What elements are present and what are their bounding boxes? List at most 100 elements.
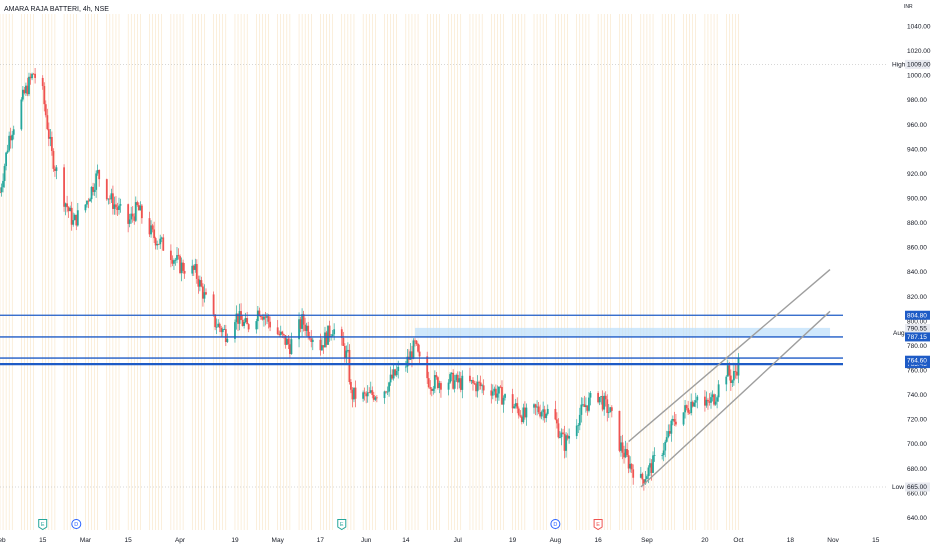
candle [55, 165, 58, 180]
candle [0, 183, 3, 197]
candle [409, 342, 412, 360]
candle-body [565, 435, 567, 451]
candle-body [29, 76, 32, 79]
candle-body [260, 315, 262, 318]
candle [198, 275, 201, 292]
candle [517, 406, 520, 419]
candle-body [383, 391, 386, 399]
candle [389, 366, 392, 386]
candle-body [128, 219, 131, 224]
y-tick-label: 820.00 [907, 294, 927, 301]
candle [322, 345, 325, 354]
candle-body [304, 324, 307, 331]
candle [86, 200, 88, 208]
candle [276, 319, 279, 336]
candle [427, 371, 430, 389]
candle [67, 206, 70, 218]
candle [279, 325, 282, 337]
candle [388, 381, 390, 397]
candle-body [623, 452, 625, 458]
candle [162, 234, 165, 251]
candle [629, 456, 632, 473]
candle-body [675, 421, 677, 425]
y-tick-label: 680.00 [907, 466, 927, 473]
candle [69, 205, 72, 212]
candle-body [517, 408, 520, 416]
x-tick-label: 15 [39, 537, 47, 544]
candle [21, 85, 24, 102]
candle-body [705, 399, 708, 406]
candle [653, 447, 656, 462]
candle [583, 395, 586, 408]
candle [620, 435, 622, 457]
candle-body [504, 394, 506, 398]
y-tick-label: 1020.00 [907, 48, 931, 55]
x-tick-label: Oct [733, 537, 743, 544]
candle [432, 386, 435, 395]
candle [501, 380, 503, 405]
x-tick-label: Mar [80, 537, 92, 544]
x-tick-label: Feb [0, 537, 6, 544]
candle [340, 326, 343, 346]
y-tick-label: 1040.00 [907, 23, 931, 30]
candle [0, 187, 1, 194]
candle-body [9, 135, 12, 141]
candle-body [244, 318, 247, 322]
x-tick-label: 15 [125, 537, 133, 544]
zone-layer [415, 327, 831, 337]
candle [601, 390, 604, 412]
candle-body [226, 338, 229, 343]
candle-body [641, 473, 644, 480]
candle-body [214, 314, 217, 328]
candle-body [426, 356, 429, 379]
candle [563, 425, 566, 459]
candle [717, 380, 720, 402]
candle [632, 464, 635, 485]
candle [34, 67, 36, 84]
candle [75, 214, 78, 231]
event-letter: D [553, 522, 557, 528]
candle [729, 369, 732, 391]
candle-body [577, 425, 580, 427]
candle [726, 359, 729, 377]
candle-body [694, 400, 697, 403]
candle [305, 322, 308, 337]
candle [665, 430, 668, 443]
x-tick-label: Jul [454, 537, 463, 544]
y-tick-label: 940.00 [907, 146, 927, 153]
candle [693, 399, 696, 408]
candle [32, 73, 35, 75]
currency-label: INR [904, 4, 913, 10]
candle [545, 412, 548, 423]
candle-body [331, 334, 334, 337]
candle-body [174, 259, 177, 261]
candle-body [514, 403, 517, 407]
candle [202, 283, 204, 307]
candle-body [475, 383, 477, 392]
candle-body [554, 408, 557, 420]
candle [72, 212, 75, 227]
candle-body [162, 237, 165, 251]
candle [731, 379, 734, 387]
candle-body [447, 382, 450, 390]
candle [511, 388, 514, 413]
candle-body [76, 210, 79, 226]
high-label: High [892, 62, 906, 69]
candle-body [578, 414, 581, 426]
candle [84, 204, 87, 213]
candle-body [707, 399, 709, 402]
candle-body [26, 85, 29, 95]
x-tick-label: 19 [231, 537, 239, 544]
candle [456, 371, 459, 390]
candle-body [54, 168, 56, 171]
level-tag: 764.60 [905, 355, 930, 365]
candle-body [729, 375, 732, 383]
candle-body [624, 449, 627, 458]
candle [522, 403, 525, 424]
candle-body [21, 89, 24, 100]
candle [385, 390, 387, 394]
candle-body [461, 375, 464, 390]
candle-body [618, 410, 621, 451]
candle-body [203, 292, 206, 299]
